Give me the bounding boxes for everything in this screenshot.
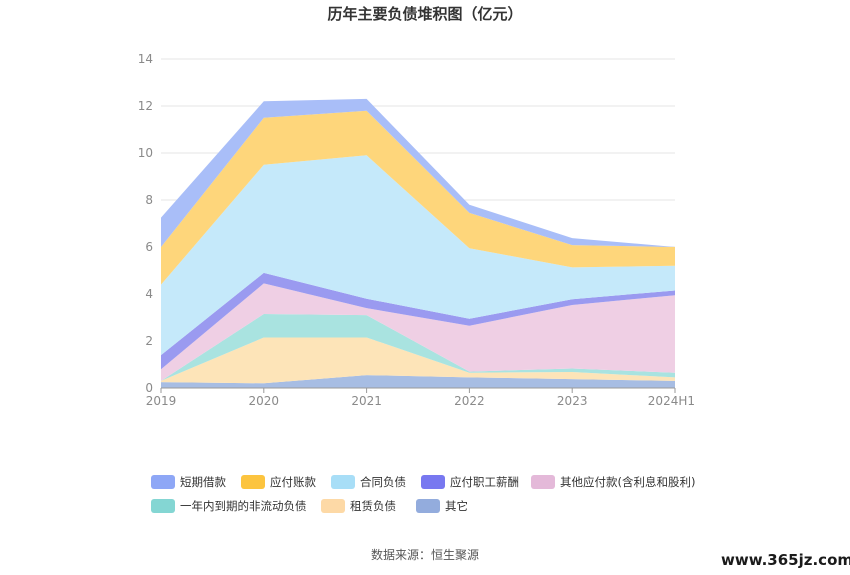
legend-swatch bbox=[151, 475, 175, 489]
legend: 短期借款 应付账款 合同负债 应付职工薪酬 其他应付款(含利息和股利) 一年内到期的非流动… bbox=[151, 475, 695, 513]
legend-swatch bbox=[421, 475, 445, 489]
y-tick-label: 12 bbox=[138, 99, 153, 113]
data-source-note: 数据来源：恒生聚源 bbox=[371, 547, 479, 562]
legend-label: 租赁负债 bbox=[350, 499, 396, 513]
legend-swatch bbox=[416, 499, 440, 513]
x-tick-label: 2020 bbox=[249, 394, 280, 408]
area-series bbox=[161, 98, 675, 388]
watermark: www.365jz.com bbox=[721, 551, 850, 569]
legend-swatch bbox=[531, 475, 555, 489]
y-tick-label: 2 bbox=[145, 334, 153, 348]
legend-label: 应付账款 bbox=[270, 475, 316, 489]
legend-label: 其它 bbox=[445, 499, 468, 513]
area-series-3 bbox=[161, 283, 675, 381]
legend-label: 合同负债 bbox=[360, 475, 406, 489]
area-series-6 bbox=[161, 110, 675, 285]
area-series-2 bbox=[161, 314, 675, 381]
legend-item[interactable]: 其它 bbox=[416, 499, 468, 513]
legend-swatch bbox=[151, 499, 175, 513]
legend-label: 应付职工薪酬 bbox=[450, 475, 519, 489]
x-tick-label: 2024H1 bbox=[648, 394, 695, 408]
legend-item[interactable]: 一年内到期的非流动负债 bbox=[151, 499, 307, 513]
y-tick-label: 0 bbox=[145, 381, 153, 395]
x-tick-label: 2019 bbox=[146, 394, 177, 408]
x-tick-label: 2022 bbox=[454, 394, 485, 408]
legend-label: 其他应付款(含利息和股利) bbox=[560, 475, 695, 489]
y-tick-label: 6 bbox=[145, 240, 153, 254]
legend-item[interactable]: 应付账款 bbox=[241, 475, 316, 489]
x-tick-label: 2021 bbox=[351, 394, 382, 408]
area-series-0 bbox=[161, 375, 675, 388]
legend-item[interactable]: 其他应付款(含利息和股利) bbox=[531, 475, 695, 489]
y-tick-label: 8 bbox=[145, 193, 153, 207]
chart-title: 历年主要负债堆积图（亿元） bbox=[327, 5, 522, 23]
legend-label: 一年内到期的非流动负债 bbox=[180, 499, 307, 513]
legend-item[interactable]: 应付职工薪酬 bbox=[421, 475, 519, 489]
legend-swatch bbox=[321, 499, 345, 513]
legend-label: 短期借款 bbox=[180, 475, 226, 489]
x-tick-label: 2023 bbox=[557, 394, 588, 408]
y-tick-label: 4 bbox=[145, 287, 153, 301]
legend-swatch bbox=[331, 475, 355, 489]
y-tick-label: 14 bbox=[138, 52, 153, 66]
area-series-5 bbox=[161, 155, 675, 356]
legend-item[interactable]: 短期借款 bbox=[151, 475, 226, 489]
area-series-1 bbox=[161, 337, 675, 384]
y-tick-label: 10 bbox=[138, 146, 153, 160]
legend-swatch bbox=[241, 475, 265, 489]
legend-item[interactable]: 合同负债 bbox=[331, 475, 406, 489]
legend-item[interactable]: 租赁负债 bbox=[321, 499, 396, 513]
axes: 0 2 4 6 8 10 12 14 2019 2020 2021 2022 2023 2024H1 bbox=[138, 52, 695, 408]
